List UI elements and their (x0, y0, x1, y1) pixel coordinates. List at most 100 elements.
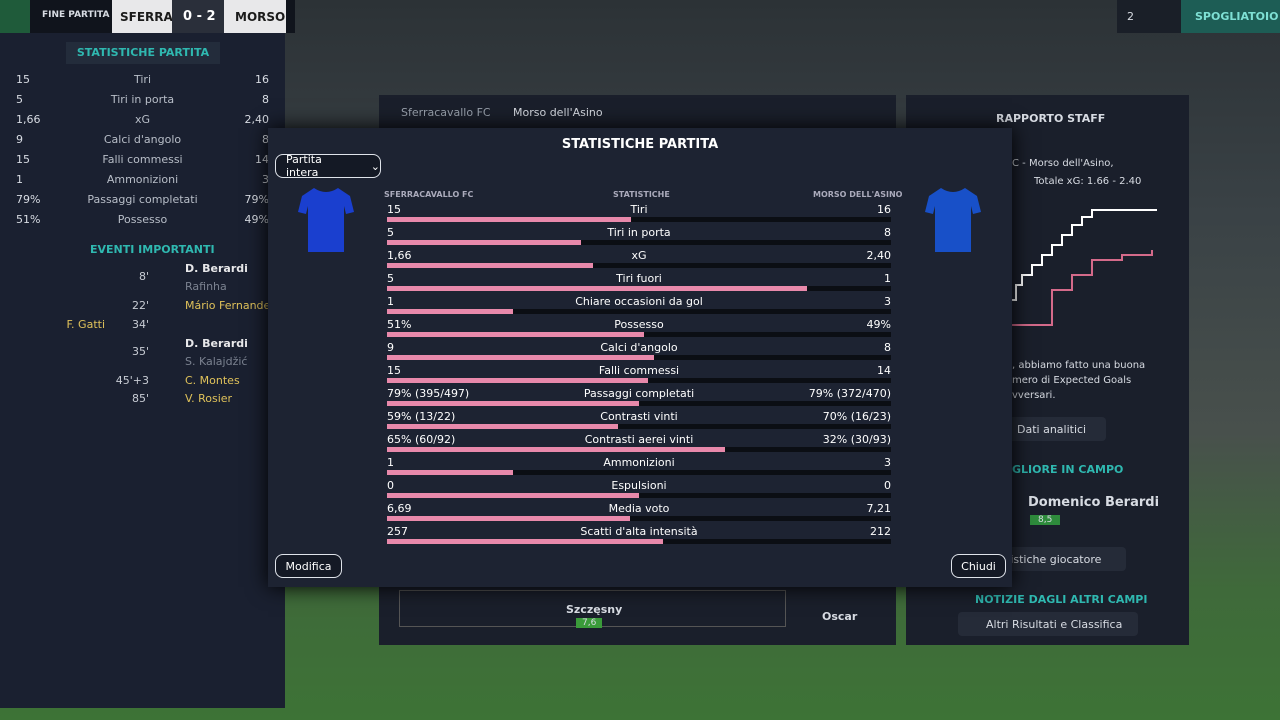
stat-away: 3 (884, 456, 891, 469)
stat-away: 212 (870, 525, 891, 538)
stat-home: 1 (16, 173, 23, 186)
player-stats-button[interactable]: tistiche giocatore (1006, 553, 1102, 566)
close-button[interactable]: Chiudi (951, 554, 1006, 578)
stat-label: Ammonizioni (603, 456, 675, 469)
period-dropdown[interactable]: Partita intera ⌄ (275, 153, 381, 179)
staff-title: RAPPORTO STAFF (996, 112, 1106, 125)
stat-home: 51% (16, 213, 41, 226)
xg-chart (1012, 209, 1157, 326)
event-minute: 35' (131, 344, 149, 358)
stat-away: 16 (877, 203, 891, 216)
staff-text: , abbiamo fatto una buona (1012, 360, 1146, 371)
stat-away: 2,40 (244, 113, 270, 126)
stat-label: Tiri in porta (607, 226, 671, 239)
stat-home: 15 (16, 73, 30, 86)
stat-home: 59% (13/22) (387, 410, 456, 423)
home-team: SFERRA (120, 10, 173, 24)
bar-home (387, 516, 630, 521)
event-assist: Rafinha (185, 280, 227, 293)
player-rating: 7,6 (576, 618, 603, 628)
stat-away: 0 (884, 479, 891, 492)
stat-label: xG (134, 113, 151, 126)
modal-title: STATISTICHE PARTITA (561, 137, 719, 152)
event-player: V. Rosier (185, 392, 233, 405)
stat-away: 49% (244, 213, 269, 226)
event-minute: 45'+3 (115, 373, 149, 387)
stats-modal: STATISTICHE PARTITA Partita intera ⌄ SFER… (268, 128, 1012, 587)
stat-label: Falli commessi (598, 364, 680, 377)
stat-home: 6,69 (387, 502, 412, 515)
stat-home: 1 (387, 295, 394, 308)
stat-label: Passaggi completati (87, 193, 198, 206)
stat-label: xG (631, 249, 647, 262)
news-button[interactable]: Altri Risultati e Classifica (986, 618, 1123, 631)
event-player: C. Montes (185, 373, 240, 387)
stat-away: 49% (866, 318, 891, 331)
stat-label: Passaggi completati (583, 387, 695, 400)
stat-label: Calci d'angolo (103, 133, 182, 146)
stat-home: 79% (395/497) (387, 387, 470, 400)
event-minute: 8' (138, 270, 149, 283)
player-name: Oscar (822, 610, 858, 623)
stat-away: 2,40 (866, 249, 892, 262)
bar-track (387, 217, 891, 222)
away-shirt (925, 188, 981, 252)
stat-label: Tiri (630, 203, 648, 216)
stat-away: 16 (255, 73, 269, 86)
stat-home: 79% (16, 193, 41, 206)
event-player: Mário Fernandes (185, 299, 277, 312)
event-minute: 22' (131, 299, 149, 312)
stat-away: 8 (884, 341, 891, 354)
stat-away: 1 (884, 272, 891, 285)
event-player: D. Berardi (185, 336, 248, 350)
bar-home (387, 263, 594, 268)
home-header: SFERRACAVALLO FC (384, 190, 474, 199)
stat-label: Calci d'angolo (600, 341, 678, 354)
stat-away: 32% (30/93) (822, 433, 891, 446)
locker-room-button[interactable]: SPOGLIATOIO (1195, 10, 1279, 23)
event-minute: 34' (131, 318, 149, 331)
online-count[interactable]: 2 (1127, 10, 1134, 23)
stat-away: 79% (244, 193, 269, 206)
away-header: MORSO DELL'ASINO (813, 190, 903, 199)
staff-text: C - Morso dell'Asino, (1012, 158, 1114, 169)
bar-home (387, 217, 631, 222)
bar-home (387, 309, 513, 314)
event-minute: 85' (131, 392, 149, 405)
news-title: NOTIZIE DAGLI ALTRI CAMPI (975, 593, 1148, 606)
stat-home: 15 (387, 364, 401, 377)
staff-text: mero di Expected Goals (1012, 375, 1132, 386)
stat-away: 7,21 (866, 502, 892, 515)
bar-home (387, 424, 618, 429)
analytics-button[interactable]: Dati analitici (1017, 423, 1087, 436)
stat-home: 51% (387, 318, 412, 331)
club-badge (0, 0, 30, 33)
stat-home: 0 (387, 479, 394, 492)
score: 0 - 2 (183, 9, 216, 24)
bar-home (387, 378, 648, 383)
home-shirt (298, 188, 354, 252)
tab[interactable]: Sferracavallo FC (401, 106, 491, 119)
bar-track (387, 516, 891, 521)
stat-away: 3 (884, 295, 891, 308)
stat-home: 15 (16, 153, 30, 166)
stat-label: Tiri in porta (110, 93, 175, 106)
bar-home (387, 332, 645, 337)
stat-label: Ammonizioni (106, 173, 179, 186)
event-assist: S. Kalajdžić (185, 354, 248, 368)
tab[interactable]: Morso dell'Asino (513, 106, 603, 119)
stat-away: 8 (884, 226, 891, 239)
stat-away: 14 (877, 364, 891, 377)
stat-home: 1 (387, 456, 394, 469)
stat-away: 70% (16/23) (822, 410, 891, 423)
event-player: F. Gatti (66, 318, 106, 331)
edit-button[interactable]: Modifica (275, 554, 342, 578)
section-title: STATISTICHE PARTITA (66, 42, 220, 64)
stat-label: Falli commessi (102, 153, 183, 166)
bar-home (387, 447, 725, 452)
top-bar: FINE PARTITA SFERRA 0 - 2 MORSO (0, 0, 295, 33)
stat-home: 15 (387, 203, 401, 216)
stat-home: 9 (387, 341, 394, 354)
stat-away: 79% (372/470) (808, 387, 891, 400)
